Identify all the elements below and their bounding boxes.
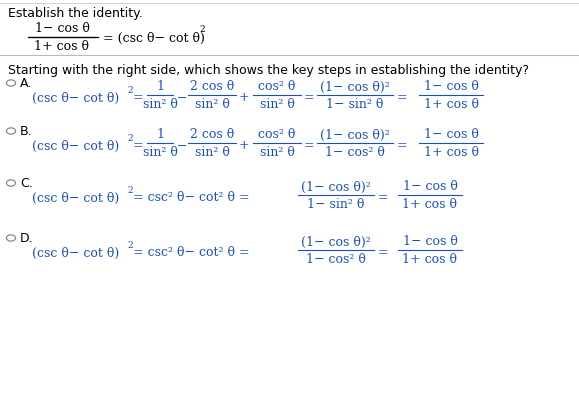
Text: sin² θ: sin² θ: [259, 146, 295, 159]
Text: −: −: [177, 91, 188, 104]
Text: 1− cos θ: 1− cos θ: [402, 235, 457, 248]
Text: sin² θ: sin² θ: [142, 98, 177, 111]
Text: +: +: [239, 139, 250, 152]
Text: 1+ cos θ: 1+ cos θ: [423, 146, 478, 159]
Text: 2 cos θ: 2 cos θ: [190, 128, 234, 141]
Text: 1+ cos θ: 1+ cos θ: [423, 98, 478, 111]
Text: 2: 2: [127, 134, 133, 143]
Text: = (csc θ− cot θ): = (csc θ− cot θ): [103, 32, 205, 45]
Text: sin² θ: sin² θ: [259, 98, 295, 111]
Text: sin² θ: sin² θ: [195, 98, 229, 111]
Text: 1: 1: [156, 128, 164, 141]
Text: Starting with the right side, which shows the key steps in establishing the iden: Starting with the right side, which show…: [8, 64, 529, 77]
Text: −: −: [177, 139, 188, 152]
Text: 2: 2: [127, 86, 133, 95]
Text: cos² θ: cos² θ: [258, 128, 296, 141]
Text: 2: 2: [127, 241, 133, 250]
Text: =: =: [397, 91, 408, 104]
Text: =: =: [304, 91, 314, 104]
Text: D.: D.: [20, 232, 34, 245]
Text: =: =: [378, 246, 389, 259]
Text: (1− cos θ)²: (1− cos θ)²: [320, 128, 390, 141]
Text: cos² θ: cos² θ: [258, 80, 296, 93]
Text: = csc² θ− cot² θ =: = csc² θ− cot² θ =: [133, 246, 250, 259]
Text: 1+ cos θ: 1+ cos θ: [402, 253, 457, 266]
Text: =: =: [378, 191, 389, 204]
Text: 1− cos θ: 1− cos θ: [35, 22, 89, 35]
Text: +: +: [239, 91, 250, 104]
Text: Establish the identity.: Establish the identity.: [8, 7, 143, 20]
Text: 1− cos θ: 1− cos θ: [424, 80, 478, 93]
Text: 2: 2: [199, 26, 204, 34]
Text: =: =: [133, 91, 144, 104]
Text: 1− sin² θ: 1− sin² θ: [327, 98, 384, 111]
Text: 2 cos θ: 2 cos θ: [190, 80, 234, 93]
Text: 1− cos θ: 1− cos θ: [402, 180, 457, 193]
Text: 1: 1: [156, 80, 164, 93]
Text: 1+ cos θ: 1+ cos θ: [35, 40, 90, 53]
Text: 1− cos θ: 1− cos θ: [424, 128, 478, 141]
Text: (csc θ− cot θ): (csc θ− cot θ): [32, 191, 119, 204]
Text: (1− cos θ)²: (1− cos θ)²: [301, 235, 371, 248]
Text: sin² θ: sin² θ: [142, 146, 177, 159]
Text: = csc² θ− cot² θ =: = csc² θ− cot² θ =: [133, 191, 250, 204]
Text: (csc θ− cot θ): (csc θ− cot θ): [32, 246, 119, 259]
Text: A.: A.: [20, 77, 32, 90]
Text: B.: B.: [20, 125, 32, 138]
Text: 1− cos² θ: 1− cos² θ: [325, 146, 385, 159]
Text: =: =: [397, 139, 408, 152]
Text: (csc θ− cot θ): (csc θ− cot θ): [32, 91, 119, 104]
Text: (csc θ− cot θ): (csc θ− cot θ): [32, 139, 119, 152]
Text: (1− cos θ)²: (1− cos θ)²: [301, 180, 371, 193]
Text: (1− cos θ)²: (1− cos θ)²: [320, 80, 390, 93]
Text: =: =: [304, 139, 314, 152]
Text: 1− cos² θ: 1− cos² θ: [306, 253, 366, 266]
Text: C.: C.: [20, 177, 33, 190]
Text: 2: 2: [127, 186, 133, 195]
Text: =: =: [133, 139, 144, 152]
Text: sin² θ: sin² θ: [195, 146, 229, 159]
Text: 1− sin² θ: 1− sin² θ: [307, 198, 365, 211]
Text: 1+ cos θ: 1+ cos θ: [402, 198, 457, 211]
